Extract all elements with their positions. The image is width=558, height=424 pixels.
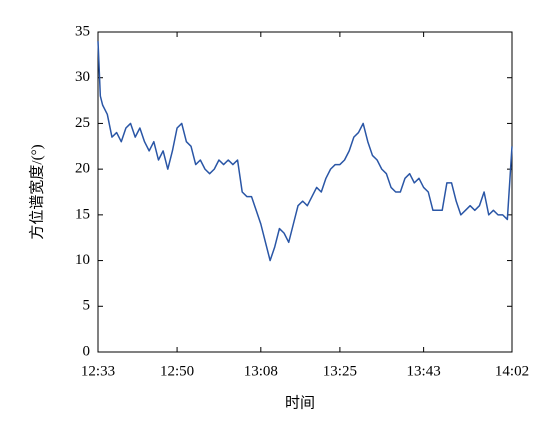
y-tick-label: 25	[75, 115, 90, 131]
y-axis-label: 方位谱宽度/(°)	[28, 144, 45, 239]
x-tick-label: 12:50	[160, 363, 194, 379]
y-tick-label: 35	[75, 23, 90, 39]
y-tick-label: 10	[75, 252, 90, 268]
x-tick-label: 13:08	[244, 363, 278, 379]
x-tick-label: 13:25	[323, 363, 357, 379]
y-tick-label: 30	[75, 69, 90, 85]
y-tick-label: 20	[75, 161, 90, 177]
x-tick-label: 12:33	[81, 363, 115, 379]
x-tick-label: 14:02	[495, 363, 529, 379]
data-line	[97, 41, 513, 262]
y-tick-label: 5	[83, 298, 91, 314]
x-axis-label: 时间	[285, 394, 315, 411]
y-tick-label: 15	[75, 206, 90, 222]
x-tick-label: 13:43	[407, 363, 441, 379]
y-tick-label: 0	[83, 343, 91, 359]
plot-frame	[97, 31, 513, 353]
